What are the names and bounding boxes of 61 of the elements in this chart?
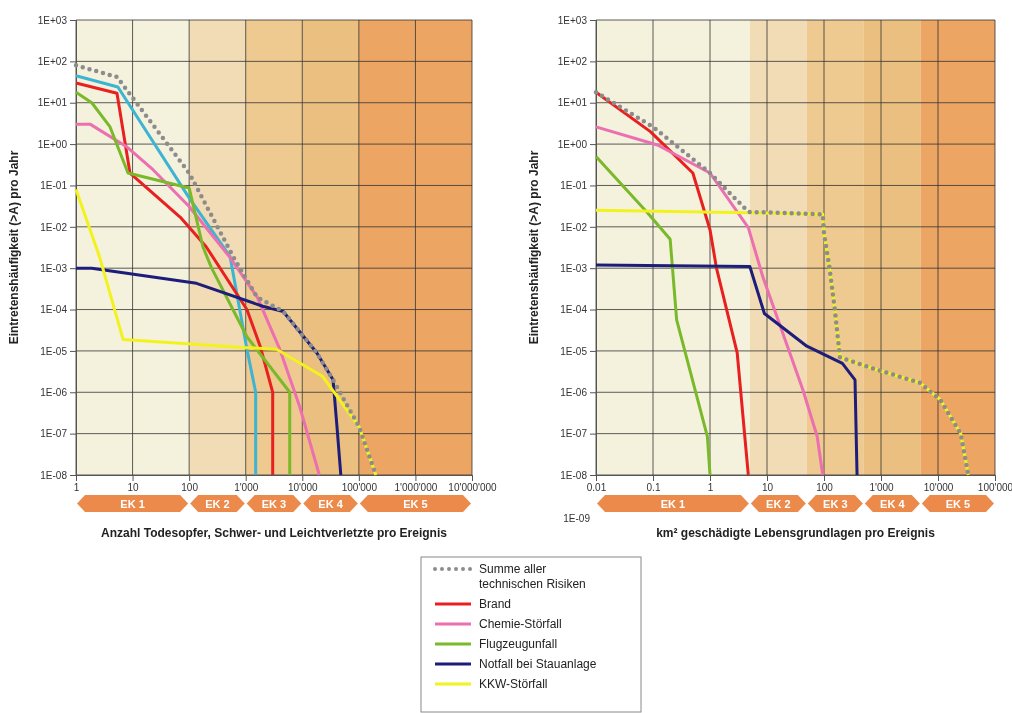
y-tick-label: 1E+01 (37, 97, 68, 109)
y-tick-label: 1E-03 (40, 262, 68, 274)
y-tick-label: 1E-02 (560, 221, 588, 233)
y-axis-title: Eintretenshäufigkeit (>A) pro Jahr (527, 150, 541, 345)
y-tick-label: 1E-08 (40, 469, 68, 481)
x-tick-label: 1'000 (869, 482, 895, 494)
band-label: EK 5 (945, 497, 971, 510)
y-tick-label: 1E-08 (560, 469, 588, 481)
y-tick-label: 1E+03 (37, 14, 68, 26)
x-tick-label: 1 (707, 482, 714, 494)
x-tick-label: 10 (127, 482, 140, 494)
x-tick-label: 1'000 (234, 482, 259, 494)
x-tick-label: 10 (761, 482, 774, 494)
y-tick-label: 1E-05 (40, 345, 68, 357)
y-tick-label: 1E-07 (560, 428, 588, 440)
band-label: EK 5 (403, 497, 428, 510)
x-tick-label: 0.01 (586, 482, 607, 494)
x-tick-label: 100'000 (977, 482, 1012, 494)
band-label: EK 4 (880, 497, 906, 510)
band-label: EK 1 (660, 497, 686, 510)
y-tick-label: 1E-04 (40, 304, 68, 316)
y-tick-label: 1E+01 (557, 97, 588, 109)
x-axis-title: Anzahl Todesopfer, Schwer- und Leichtverletzte pro Ereignis (101, 526, 448, 540)
y-axis-title: Eintretenshäufigkeit (>A) pro Jahr (7, 150, 21, 345)
x-tick-label: 1 (73, 482, 80, 494)
y-tick-label: 1E+02 (37, 56, 68, 68)
y-tick-label: 1E-06 (40, 386, 68, 398)
band-label: EK 1 (120, 497, 145, 510)
y-tick-label: 1E-01 (560, 180, 588, 192)
y-tick-label: 1E+00 (557, 138, 588, 150)
y-tick-label: 1E-04 (560, 304, 588, 316)
x-tick-label: 1'000'000 (394, 482, 438, 494)
x-tick-label: 0.1 (646, 482, 661, 494)
legend-label: Chemie-Störfall (479, 617, 562, 631)
legend-label: Brand (479, 597, 512, 611)
legend-label: Summe aller technischen Risiken (479, 562, 586, 591)
band-label: EK 3 (261, 497, 287, 510)
y-tick-label: 1E-01 (40, 180, 68, 192)
y-tick-label: 1E+03 (557, 14, 588, 26)
legend-label: KKW-Störfall (479, 677, 548, 691)
y-tick-label: 1E+02 (557, 56, 588, 68)
legend-label: Notfall bei Stauanlage (479, 657, 597, 671)
y-tick-label: 1E-05 (560, 345, 588, 357)
x-tick-label: 10'000'000 (448, 482, 498, 494)
band-label: EK 4 (318, 497, 344, 510)
y-tick-label: 1E-07 (40, 428, 68, 440)
band-label: EK 3 (823, 497, 848, 510)
legend-label: Flugzeugunfall (479, 637, 558, 651)
x-axis-title: km² geschädigte Lebensgrundlagen pro Ereignis (656, 526, 936, 540)
band-label: EK 2 (205, 497, 230, 510)
band-label: EK 2 (766, 497, 791, 510)
y-tick-label: 1E-02 (40, 221, 68, 233)
y-tick-label: 1E+00 (37, 138, 68, 150)
y-tick-label: 1E-03 (560, 262, 588, 274)
x-tick-label: 10'000 (287, 482, 319, 494)
x-tick-label: 10'000 (923, 482, 954, 494)
x-tick-label: 100 (816, 482, 834, 494)
text: 1E-09 (563, 513, 591, 524)
x-tick-label: 100'000 (341, 482, 378, 494)
y-tick-label: 1E-06 (560, 386, 588, 398)
x-tick-label: 100 (181, 482, 199, 494)
